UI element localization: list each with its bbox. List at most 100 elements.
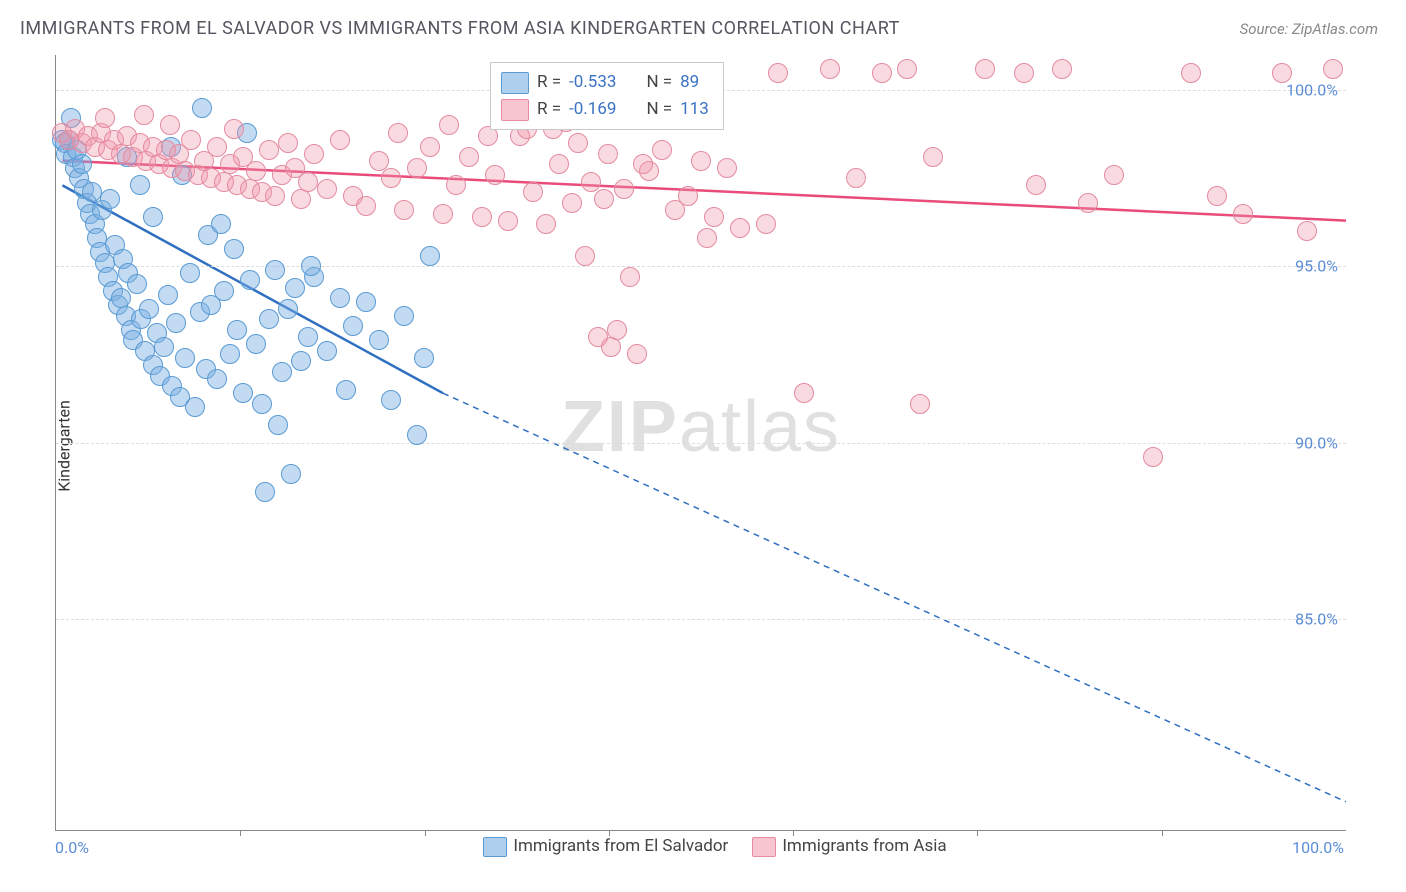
data-point: [1143, 447, 1163, 467]
data-point: [1014, 63, 1034, 83]
data-point: [872, 63, 892, 83]
legend-r-label: R =: [537, 69, 561, 96]
data-point: [420, 246, 440, 266]
data-point: [652, 140, 672, 160]
data-point: [224, 119, 244, 139]
data-point: [207, 137, 227, 157]
legend-row: R = -0.533N = 89: [501, 69, 709, 96]
data-point: [568, 133, 588, 153]
data-point: [192, 98, 212, 118]
data-point: [291, 351, 311, 371]
data-point: [633, 154, 653, 174]
data-point: [95, 108, 115, 128]
data-point: [180, 263, 200, 283]
data-point: [158, 285, 178, 305]
gridline: [56, 266, 1346, 267]
data-point: [1026, 175, 1046, 195]
data-point: [549, 154, 569, 174]
legend-n-label: N =: [646, 69, 672, 96]
data-point: [336, 380, 356, 400]
data-point: [160, 115, 180, 135]
data-point: [697, 228, 717, 248]
data-point: [298, 172, 318, 192]
data-point: [259, 140, 279, 160]
data-point: [285, 278, 305, 298]
data-point: [446, 175, 466, 195]
data-point: [240, 270, 260, 290]
data-point: [388, 123, 408, 143]
data-point: [407, 158, 427, 178]
data-point: [233, 383, 253, 403]
correlation-legend: R = -0.533N = 89R = -0.169N = 113: [490, 62, 724, 130]
y-axis-tick: 95.0%: [1295, 257, 1338, 276]
legend-r-value: -0.533: [569, 69, 616, 96]
data-point: [594, 189, 614, 209]
data-point: [459, 147, 479, 167]
gridline: [56, 443, 1346, 444]
data-point: [381, 390, 401, 410]
data-point: [1233, 204, 1253, 224]
data-point: [298, 327, 318, 347]
data-point: [420, 137, 440, 157]
data-point: [414, 348, 434, 368]
data-point: [607, 320, 627, 340]
chart-title: IMMIGRANTS FROM EL SALVADOR VS IMMIGRANT…: [20, 18, 900, 39]
data-point: [620, 267, 640, 287]
legend-series-label: Immigrants from Asia: [782, 836, 946, 856]
source-attribution: Source: ZipAtlas.com: [1240, 20, 1378, 38]
data-point: [1052, 59, 1072, 79]
data-point: [1297, 221, 1317, 241]
data-point: [381, 168, 401, 188]
data-point: [678, 186, 698, 206]
data-point: [330, 288, 350, 308]
data-point: [343, 316, 363, 336]
data-point: [562, 193, 582, 213]
legend-n-label: N =: [646, 96, 672, 123]
data-point: [130, 175, 150, 195]
data-point: [272, 362, 292, 382]
data-point: [246, 334, 266, 354]
scatter-plot-area: ZIPatlas 85.0%90.0%95.0%100.0%: [55, 55, 1346, 831]
data-point: [369, 330, 389, 350]
data-point: [1272, 63, 1292, 83]
data-point: [291, 189, 311, 209]
data-point: [627, 344, 647, 364]
data-point: [227, 320, 247, 340]
data-point: [369, 151, 389, 171]
data-point: [407, 425, 427, 445]
data-point: [281, 464, 301, 484]
data-point: [127, 274, 147, 294]
data-point: [143, 207, 163, 227]
trend-line-extrapolated: [443, 393, 1346, 802]
legend-swatch: [501, 99, 529, 121]
data-point: [1207, 186, 1227, 206]
legend-row: R = -0.169N = 113: [501, 96, 709, 123]
data-point: [975, 59, 995, 79]
data-point: [304, 144, 324, 164]
data-point: [691, 151, 711, 171]
data-point: [317, 179, 337, 199]
data-point: [768, 63, 788, 83]
data-point: [485, 165, 505, 185]
data-point: [523, 182, 543, 202]
data-point: [246, 161, 266, 181]
data-point: [214, 281, 234, 301]
data-point: [207, 369, 227, 389]
legend-swatch: [483, 837, 507, 857]
data-point: [211, 214, 231, 234]
data-point: [704, 207, 724, 227]
legend-swatch: [752, 837, 776, 857]
data-point: [575, 246, 595, 266]
data-point: [897, 59, 917, 79]
data-point: [756, 214, 776, 234]
data-point: [265, 260, 285, 280]
data-point: [220, 344, 240, 364]
data-point: [255, 482, 275, 502]
data-point: [536, 214, 556, 234]
data-point: [356, 196, 376, 216]
data-point: [717, 158, 737, 178]
data-point: [185, 397, 205, 417]
data-point: [252, 394, 272, 414]
data-point: [139, 299, 159, 319]
data-point: [910, 394, 930, 414]
